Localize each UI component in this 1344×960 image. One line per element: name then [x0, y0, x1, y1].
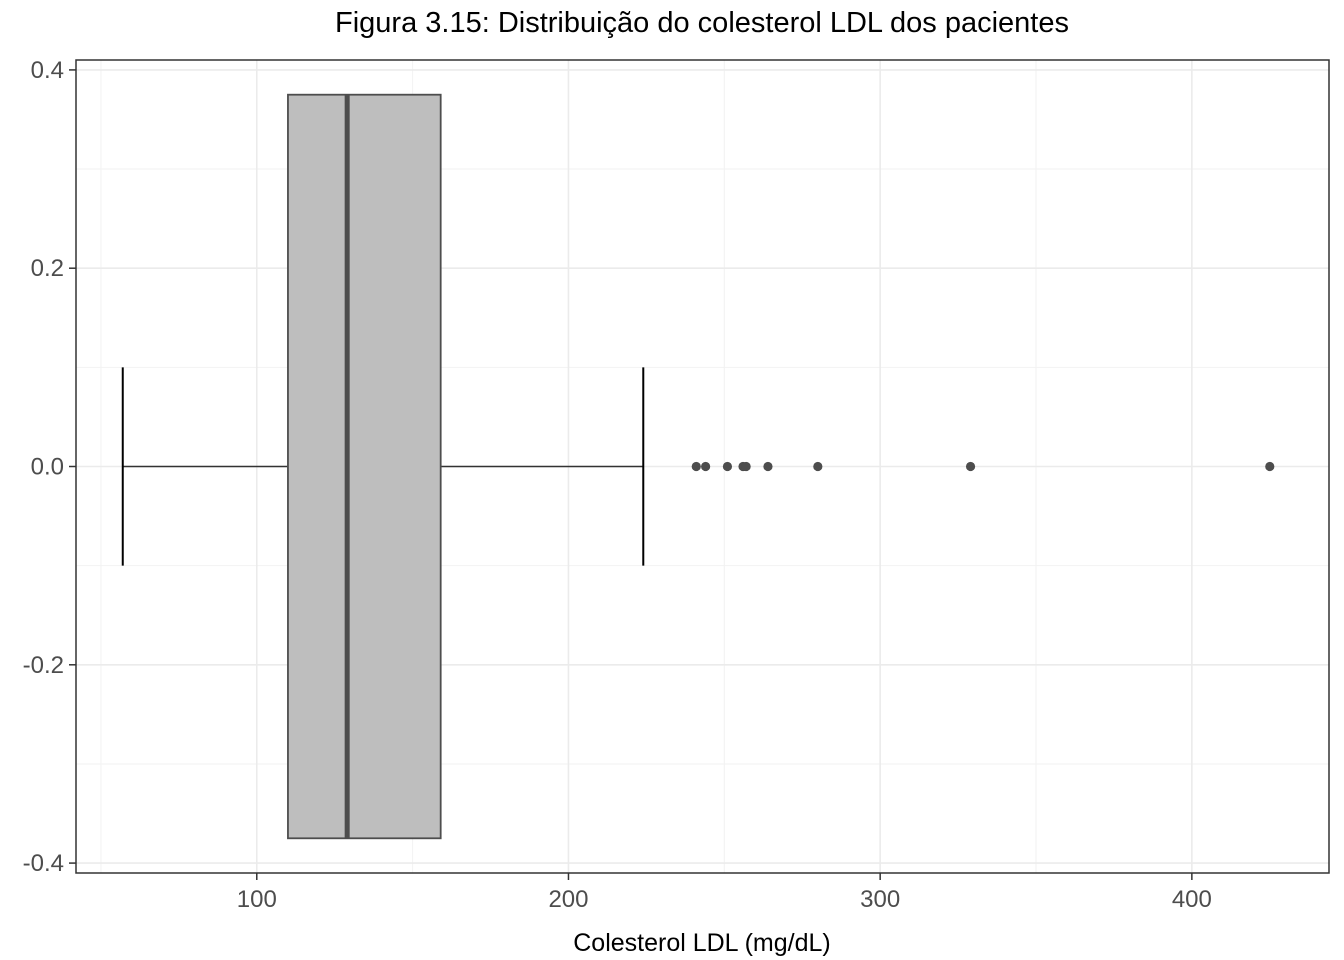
- outlier-point: [691, 461, 701, 472]
- x-tick-label: 100: [237, 886, 277, 913]
- outlier-point: [965, 461, 976, 472]
- interquartile-box: [287, 93, 442, 840]
- x-axis-title: Colesterol LDL (mg/dL): [573, 929, 831, 957]
- y-tick-label: 0.4: [31, 57, 64, 84]
- y-tick-label: 0.2: [31, 255, 64, 282]
- outlier-point: [741, 461, 751, 472]
- outlier-point: [701, 461, 711, 472]
- boxplot: [121, 93, 645, 840]
- y-tick-label: -0.2: [23, 652, 64, 679]
- outlier-point: [1265, 461, 1275, 472]
- outlier-point: [763, 461, 773, 472]
- outlier-point: [722, 461, 733, 472]
- outlier-point: [813, 461, 823, 472]
- outlier-points: [691, 461, 1275, 472]
- y-tick-label: 0.0: [31, 454, 64, 481]
- x-tick-label: 400: [1172, 886, 1212, 913]
- x-tick-label: 200: [548, 886, 588, 913]
- grid-lines: [76, 60, 1329, 873]
- axes: 100 200 300 400 0.4 0.2 0.0 -0.2 -0.4: [23, 57, 1212, 913]
- x-tick-label: 300: [860, 886, 900, 913]
- chart-title: Figura 3.15: Distribuição do colesterol …: [335, 7, 1069, 39]
- y-tick-label: -0.4: [23, 850, 64, 877]
